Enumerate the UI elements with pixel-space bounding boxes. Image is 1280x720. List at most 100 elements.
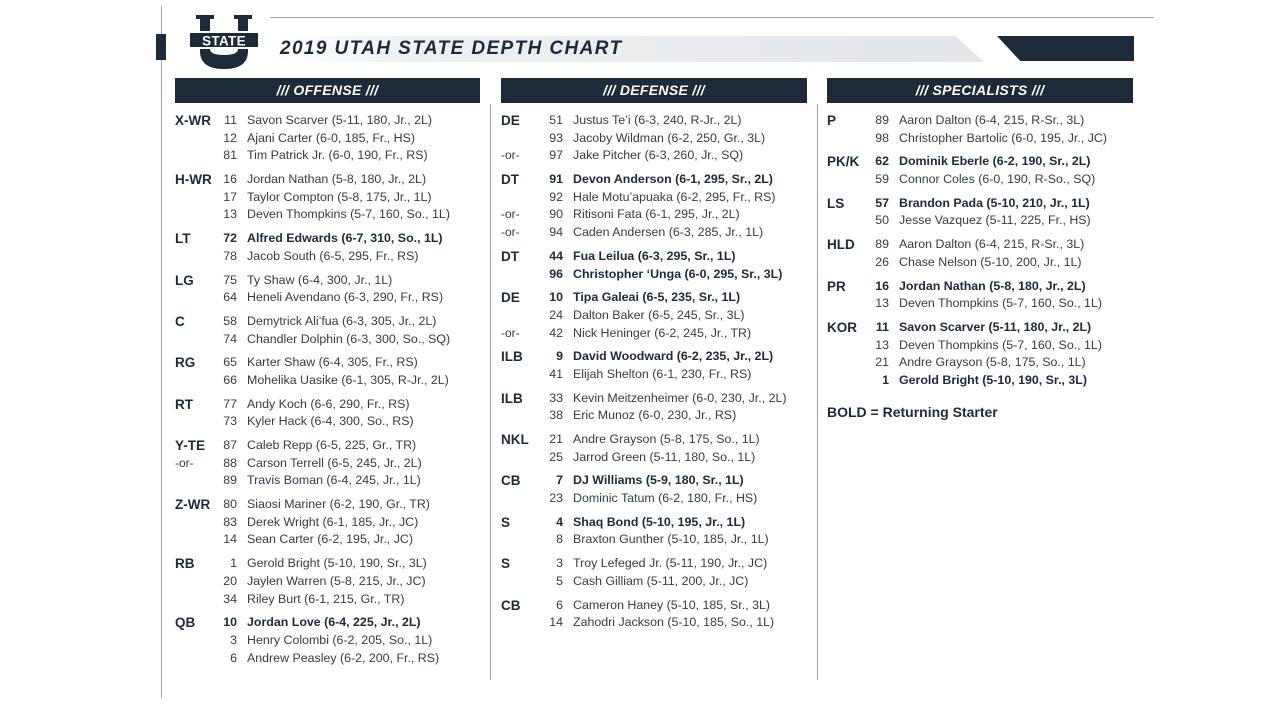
player-name: Jaylen Warren (5-8, 215, Jr., JC) <box>247 573 426 588</box>
player-row: 65 Karter Shaw (6-4, 305, Fr., RS) <box>175 354 487 372</box>
jersey-number: 78 <box>223 248 237 263</box>
player-name: Jacoby Wildman (6-2, 250, Gr., 3L) <box>573 130 766 145</box>
logo-text: STATE <box>202 34 246 49</box>
player-row: 1 Gerold Bright (5-10, 190, Sr., 3L) <box>175 555 487 573</box>
jersey-number: 24 <box>549 307 563 322</box>
player-row: 10 Jordan Love (6-4, 225, Jr., 2L) <box>175 614 487 632</box>
jersey-number: 74 <box>223 331 237 346</box>
jersey-number: 9 <box>556 349 563 364</box>
position-label: CB <box>501 597 521 613</box>
jersey-number: 21 <box>549 432 563 446</box>
player-row: -or- 94 Caden Andersen (6-3, 285, Jr., 1L) <box>501 224 813 242</box>
jersey-number: 11 <box>875 319 889 334</box>
position-label: Z-WR <box>175 497 211 513</box>
position-label: PK/K <box>827 154 860 170</box>
page-title: 2019 UTAH STATE DEPTH CHART <box>280 38 623 59</box>
player-row: 50 Jesse Vazquez (5-11, 225, Fr., HS) <box>827 212 1139 230</box>
player-name: Travis Boman (6-4, 245, Jr., 1L) <box>247 473 421 488</box>
jersey-number: 58 <box>223 313 237 328</box>
player-row: 21 Andre Grayson (5-8, 175, So., 1L) <box>827 354 1139 372</box>
player-name: Siaosi Mariner (6-2, 190, Gr., TR) <box>247 497 430 512</box>
player-row: 89 Aaron Dalton (6-4, 215, R-Sr., 3L) <box>827 236 1139 254</box>
player-row: 3 Troy Lefeged Jr. (5-11, 190, Jr., JC) <box>501 555 813 573</box>
player-row: 11 Savon Scarver (5-11, 180, Jr., 2L) <box>175 112 487 130</box>
player-row: -or- 88 Carson Terrell (6-5, 245, Jr., 2L) <box>175 455 487 473</box>
player-name: Christopher Bartolic (6-0, 195, Jr., JC) <box>899 130 1107 145</box>
jersey-number: 6 <box>556 597 563 612</box>
player-row: 73 Kyler Hack (6-4, 300, So., RS) <box>175 413 487 431</box>
position-group: Y-TE 87 Caleb Repp (6-5, 225, Gr., TR) -or-… <box>175 437 487 490</box>
player-row: -or- 90 Ritisoni Fata (6-1, 295, Jr., 2L) <box>501 206 813 224</box>
player-name: Aaron Dalton (6-4, 215, R-Sr., 3L) <box>899 237 1085 252</box>
position-label: S <box>501 556 511 572</box>
player-row: 16 Jordan Nathan (5-8, 180, Jr., 2L) <box>175 171 487 189</box>
position-group: DE 10 Tipa Galeai (6-5, 235, Sr., 1L) 24 Dal… <box>501 289 813 342</box>
player-name: DJ Williams (5-9, 180, Sr., 1L) <box>573 473 744 488</box>
player-row: 38 Eric Munoz (6-0, 230, Jr., RS) <box>501 407 813 425</box>
position-group: RB 1 Gerold Bright (5-10, 190, Sr., 3L) 20 J… <box>175 555 487 608</box>
player-row: 20 Jaylen Warren (5-8, 215, Jr., JC) <box>175 573 487 591</box>
player-row: 51 Justus Te’i (6-3, 240, R-Jr., 2L) <box>501 112 813 130</box>
player-row: 16 Jordan Nathan (5-8, 180, Jr., 2L) <box>827 278 1139 296</box>
position-label: PR <box>827 278 846 294</box>
column-divider <box>817 104 818 680</box>
player-name: Demytrick Ali’fua (6-3, 305, Jr., 2L) <box>247 313 437 328</box>
jersey-number: 20 <box>223 573 237 588</box>
jersey-number: 7 <box>556 473 563 488</box>
position-label: LT <box>175 231 191 247</box>
player-name: Jesse Vazquez (5-11, 225, Fr., HS) <box>899 213 1091 228</box>
jersey-number: 94 <box>549 225 563 240</box>
jersey-number: 11 <box>224 113 237 127</box>
player-name: Fua Leilua (6-3, 295, Sr., 1L) <box>573 248 736 263</box>
player-name: Kevin Meitzenheimer (6-0, 230, Jr., 2L) <box>573 390 787 405</box>
player-name: Dalton Baker (6-5, 245, Sr., 3L) <box>573 307 745 322</box>
player-row: 17 Taylor Compton (5-8, 175, Jr., 1L) <box>175 189 487 207</box>
player-row: 6 Andrew Peasley (6-2, 200, Fr., RS) <box>175 650 487 668</box>
position-label: DT <box>501 248 519 264</box>
position-label: ILB <box>501 349 523 365</box>
player-row: 13 Deven Thompkins (5-7, 160, So., 1L) <box>175 206 487 224</box>
player-row: 3 Henry Colombi (6-2, 205, So., 1L) <box>175 632 487 650</box>
position-label: P <box>827 113 837 128</box>
position-label: HLD <box>827 237 855 253</box>
position-group: PR 16 Jordan Nathan (5-8, 180, Jr., 2L) 13 D… <box>827 278 1139 313</box>
player-name: Gerold Bright (5-10, 190, Sr., 3L) <box>899 372 1087 387</box>
jersey-number: 59 <box>875 172 889 187</box>
player-name: Mohelika Uasike (6-1, 305, R-Jr., 2L) <box>247 372 449 387</box>
jersey-number: 13 <box>875 296 889 311</box>
jersey-number: 51 <box>549 113 563 127</box>
player-name: Jordan Nathan (5-8, 180, Jr., 2L) <box>247 172 427 187</box>
jersey-number: 64 <box>223 290 237 305</box>
player-name: Ajani Carter (6-0, 185, Fr., HS) <box>247 130 416 145</box>
position-group: X-WR 11 Savon Scarver (5-11, 180, Jr., 2L)… <box>175 112 487 165</box>
player-name: Savon Scarver (5-11, 180, Jr., 2L) <box>899 319 1092 334</box>
player-name: Derek Wright (6-1, 185, Jr., JC) <box>247 514 419 529</box>
player-row: 89 Aaron Dalton (6-4, 215, R-Sr., 3L) <box>827 112 1139 130</box>
player-row: 7 DJ Williams (5-9, 180, Sr., 1L) <box>501 472 813 490</box>
specialists-header: /// SPECIALISTS /// <box>827 78 1133 103</box>
player-name: Andre Grayson (5-8, 175, So., 1L) <box>899 355 1086 370</box>
player-row: 10 Tipa Galeai (6-5, 235, Sr., 1L) <box>501 289 813 307</box>
jersey-number: 12 <box>223 130 237 145</box>
jersey-number: 91 <box>549 172 563 187</box>
player-row: 66 Mohelika Uasike (6-1, 305, R-Jr., 2L) <box>175 372 487 390</box>
player-name: Cameron Haney (5-10, 185, Sr., 3L) <box>573 597 770 612</box>
jersey-number: 14 <box>549 615 563 630</box>
player-name: Brandon Pada (5-10, 210, Jr., 1L) <box>899 195 1090 210</box>
player-row: 13 Deven Thompkins (5-7, 160, So., 1L) <box>827 295 1139 313</box>
left-rule <box>161 6 162 698</box>
player-name: Heneli Avendano (6-3, 290, Fr., RS) <box>247 290 444 305</box>
player-name: Karter Shaw (6-4, 305, Fr., RS) <box>247 355 418 370</box>
jersey-number: 6 <box>230 650 237 665</box>
top-rule <box>270 17 1154 18</box>
position-group: ILB 9 David Woodward (6-2, 235, Jr., 2L) 41… <box>501 348 813 383</box>
jersey-number: 44 <box>549 248 563 263</box>
player-name: Braxton Gunther (5-10, 185, Jr., 1L) <box>573 532 769 547</box>
jersey-number: 87 <box>223 438 237 452</box>
player-name: Jordan Love (6-4, 225, Jr., 2L) <box>247 615 421 630</box>
position-label: LS <box>827 195 845 211</box>
jersey-number: 13 <box>875 337 889 352</box>
position-label: QB <box>175 615 196 631</box>
player-name: Aaron Dalton (6-4, 215, R-Sr., 3L) <box>899 113 1085 127</box>
